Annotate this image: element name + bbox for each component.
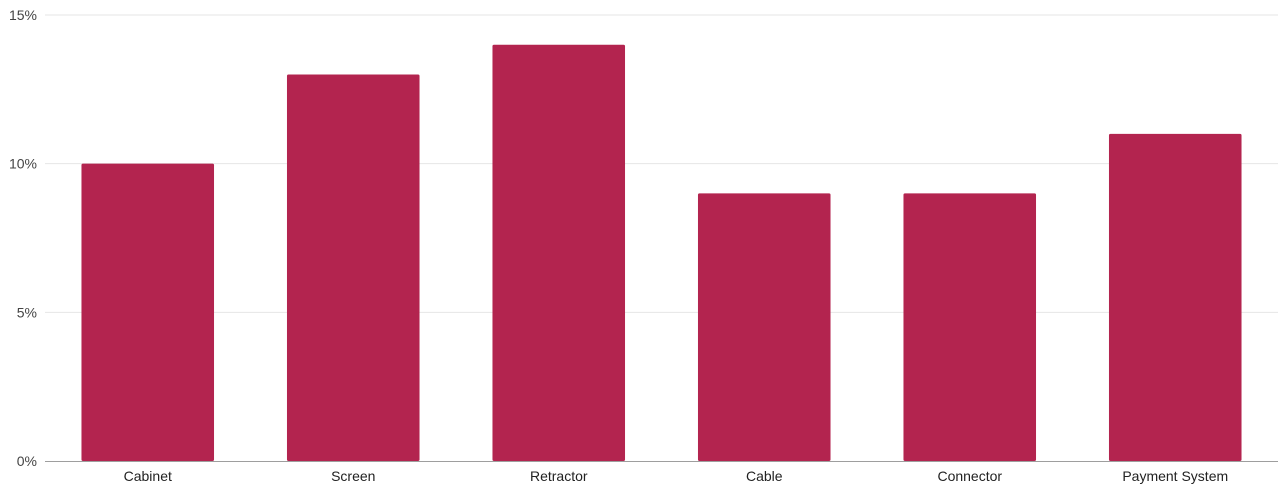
y-tick-labels: 0% 5% 10% 15%	[9, 7, 37, 469]
gridlines	[45, 14, 1278, 313]
y-tick-label: 10%	[9, 156, 37, 172]
x-tick-label: Payment System	[1122, 468, 1228, 484]
bar-connector	[903, 193, 1037, 461]
x-tick-label: Screen	[331, 468, 375, 484]
y-tick-label: 15%	[9, 7, 37, 23]
x-tick-labels: Cabinet Screen Retractor Cable Connector Paym…	[124, 468, 1229, 484]
y-tick-label: 0%	[17, 453, 37, 469]
bar-retractor	[492, 44, 626, 461]
x-tick-label: Cable	[746, 468, 783, 484]
y-tick-label: 5%	[17, 304, 37, 320]
x-tick-label: Connector	[937, 468, 1002, 484]
bar-payment-system	[1108, 133, 1242, 461]
bar-screen	[286, 74, 420, 461]
bar-cable	[697, 193, 831, 461]
x-tick-label: Cabinet	[124, 468, 172, 484]
bars	[81, 44, 1242, 461]
bar-cabinet	[81, 163, 215, 461]
x-tick-label: Retractor	[530, 468, 588, 484]
